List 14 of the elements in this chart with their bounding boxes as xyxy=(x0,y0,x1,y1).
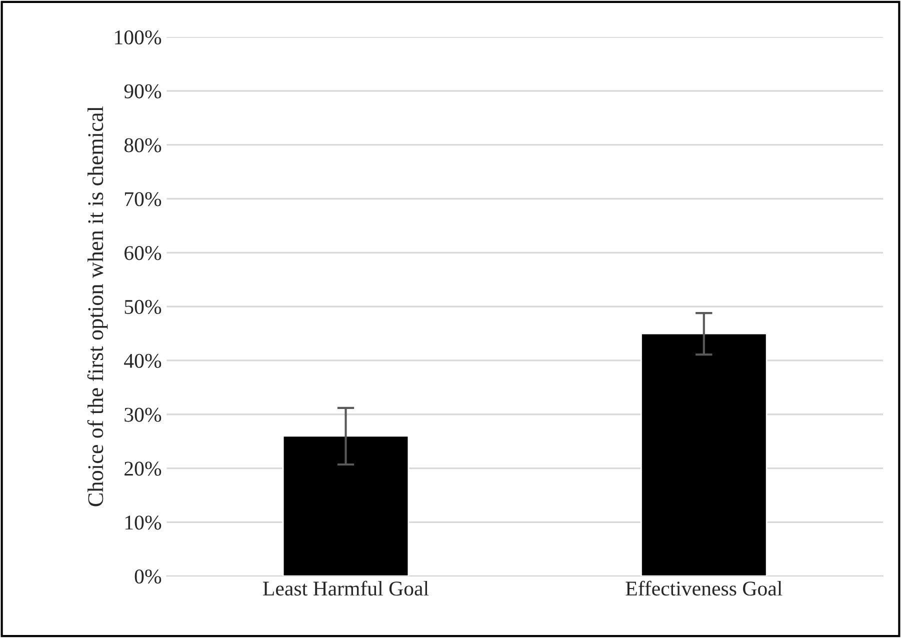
y-tick-label: 70% xyxy=(125,192,162,206)
y-tick-label: 100% xyxy=(115,30,162,45)
y-axis-title: Choice of the first option when it is chemical xyxy=(87,106,108,506)
y-tick-label: 30% xyxy=(124,408,162,422)
y-tick-label: 90% xyxy=(124,84,162,98)
x-tick-label: Effectiveness Goal xyxy=(626,580,782,596)
y-tick-label: 60% xyxy=(124,246,162,260)
y-tick-label: 20% xyxy=(124,462,162,476)
y-tick-label: 40% xyxy=(124,354,162,368)
y-tick-label: 0% xyxy=(134,569,162,584)
y-tick-label: 80% xyxy=(124,138,162,152)
y-tick-label: 50% xyxy=(124,300,162,314)
x-tick-label: Least Harmful Goal xyxy=(263,580,429,596)
y-tick-label: 10% xyxy=(125,516,162,530)
